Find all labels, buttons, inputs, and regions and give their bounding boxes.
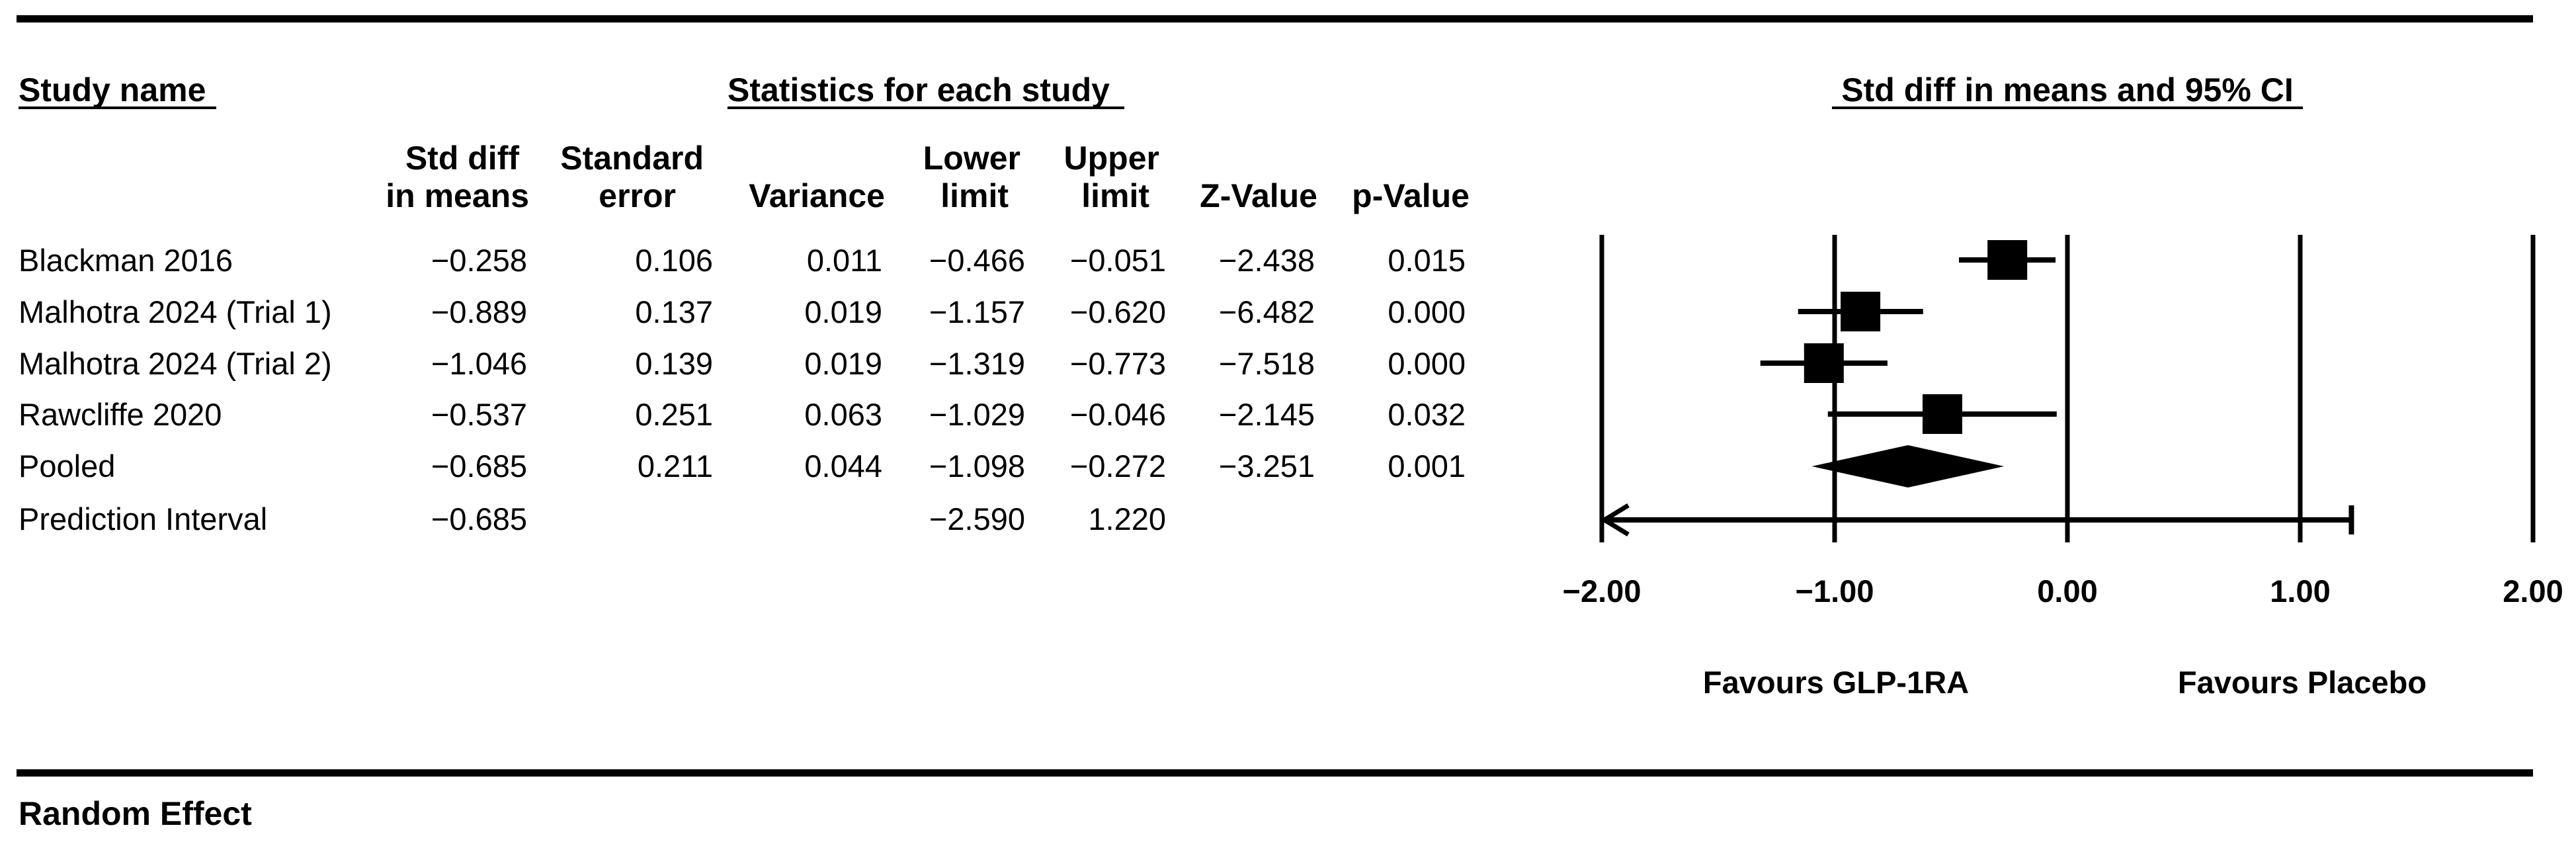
col-se-line1: Standard (560, 140, 704, 177)
study-square (1922, 394, 1962, 434)
value-cell: 0.019 (804, 294, 882, 329)
value-cell: 0.000 (1388, 346, 1466, 381)
table-row-rawcliffe: Rawcliffe 2020 −0.537 0.251 0.063 −1.029… (19, 397, 1466, 432)
table-row-prediction-interval: Prediction Interval −0.685 −2.590 1.220 (19, 501, 1166, 536)
value-cell: −6.482 (1219, 294, 1315, 329)
value-cell: 0.251 (635, 397, 713, 432)
pooled-diamond (1811, 445, 2005, 488)
value-cell: 0.019 (804, 346, 882, 381)
value-cell: 0.211 (638, 448, 713, 484)
value-cell: 0.063 (804, 397, 882, 432)
value-cell: −1.098 (929, 448, 1025, 484)
col-upper-line2: limit (1081, 177, 1149, 214)
col-lower-line2: limit (940, 177, 1009, 214)
value-cell: 0.032 (1388, 397, 1466, 432)
forest-header: Std diff in means and 95% CI (1841, 71, 2293, 108)
study-square (1804, 343, 1844, 383)
favours-right-label: Favours Placebo (2178, 665, 2427, 700)
value-cell: −0.046 (1070, 397, 1166, 432)
study-name-cell: Prediction Interval (19, 501, 267, 536)
favours-labels: Favours GLP-1RA Favours Placebo (1703, 665, 2427, 700)
tick-label: 1.00 (2270, 573, 2330, 609)
value-cell: 0.015 (1388, 243, 1466, 278)
value-cell: −0.537 (431, 397, 527, 432)
value-cell: 1.220 (1088, 501, 1166, 536)
value-cell: −0.773 (1070, 346, 1166, 381)
value-cell: 0.044 (804, 448, 882, 484)
value-cell: 0.137 (635, 294, 713, 329)
table-row-blackman: Blackman 2016 −0.258 0.106 0.011 −0.466 … (19, 243, 1466, 278)
top-rule (17, 15, 2533, 22)
table-row-pooled: Pooled −0.685 0.211 0.044 −1.098 −0.272 … (19, 448, 1466, 484)
value-cell: 0.001 (1388, 448, 1466, 484)
value-cell: 0.106 (635, 243, 713, 278)
value-cell: −0.258 (431, 243, 527, 278)
tick-label: −2.00 (1563, 573, 1641, 609)
value-cell: 0.000 (1388, 294, 1466, 329)
forest-grid (1599, 235, 2536, 542)
col-upper-line1: Upper (1064, 140, 1159, 177)
value-cell: −1.157 (929, 294, 1025, 329)
value-cell: −1.046 (431, 346, 527, 381)
study-name-header: Study name (19, 71, 206, 108)
prediction-interval-arrow (1600, 503, 1630, 536)
value-cell: −0.051 (1070, 243, 1166, 278)
value-cell: −7.518 (1219, 346, 1315, 381)
col-se-line2: error (599, 177, 676, 214)
value-cell: −2.438 (1219, 243, 1315, 278)
value-cell: 0.139 (635, 346, 713, 381)
value-cell: −0.889 (431, 294, 527, 329)
study-name-cell: Blackman 2016 (19, 243, 233, 278)
col-std-diff-line1: Std diff (405, 140, 520, 177)
bottom-rule (17, 769, 2533, 777)
tick-label: 0.00 (2037, 573, 2097, 609)
col-variance: Variance (749, 177, 885, 214)
col-z-value: Z-Value (1200, 177, 1317, 214)
value-cell: −0.685 (431, 501, 527, 536)
table-row-malhotra-1: Malhotra 2024 (Trial 1) −0.889 0.137 0.0… (19, 294, 1466, 329)
forest-marks (1600, 240, 2354, 536)
study-square (1987, 240, 2028, 280)
table-body: Blackman 2016 −0.258 0.106 0.011 −0.466 … (19, 243, 1466, 536)
value-cell: −2.145 (1219, 397, 1315, 432)
study-name-cell: Malhotra 2024 (Trial 1) (19, 294, 332, 329)
col-p-value: p-Value (1352, 177, 1470, 214)
tick-label: 2.00 (2503, 573, 2563, 609)
value-cell: −0.620 (1070, 294, 1166, 329)
value-cell: −1.029 (929, 397, 1025, 432)
study-square (1841, 292, 1881, 331)
study-name-cell: Malhotra 2024 (Trial 2) (19, 346, 332, 381)
favours-left-label: Favours GLP-1RA (1703, 665, 1969, 700)
value-cell: −1.319 (929, 346, 1025, 381)
table-row-malhotra-2: Malhotra 2024 (Trial 2) −1.046 0.139 0.0… (19, 346, 1466, 381)
section-headers: Study name Statistics for each study Std… (19, 71, 2303, 109)
column-headers: Std diff in means Standard error Varianc… (386, 140, 1470, 214)
value-cell: −0.272 (1070, 448, 1166, 484)
value-cell: 0.011 (807, 243, 882, 278)
statistics-header: Statistics for each study (727, 71, 1110, 108)
model-label: Random Effect (19, 795, 252, 832)
value-cell: −0.685 (431, 448, 527, 484)
col-lower-line1: Lower (923, 140, 1020, 177)
study-name-cell: Rawcliffe 2020 (19, 397, 222, 432)
value-cell: −0.466 (929, 243, 1025, 278)
col-std-diff-line2: in means (386, 177, 529, 214)
value-cell: −3.251 (1219, 448, 1315, 484)
tick-label: −1.00 (1796, 573, 1874, 609)
value-cell: −2.590 (929, 501, 1025, 536)
study-name-cell: Pooled (19, 448, 115, 484)
forest-tick-labels: −2.00 −1.00 0.00 1.00 2.00 (1563, 573, 2563, 609)
